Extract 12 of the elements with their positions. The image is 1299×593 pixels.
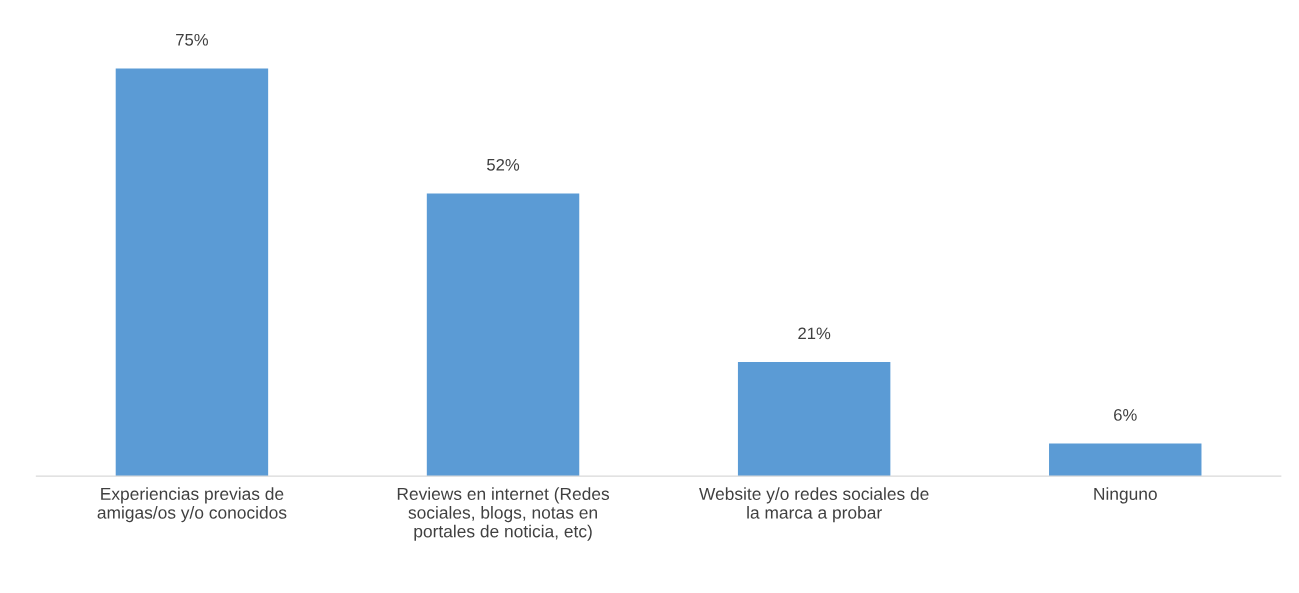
x-tick-label: Website y/o redes sociales de la marca a probar (699, 487, 929, 523)
x-tick-label: Ninguno (1094, 487, 1157, 504)
data-label: 52% (487, 158, 520, 171)
x-tick-label: Experiencias previas de amigas/os y/o conocidos (97, 487, 287, 523)
bar (1049, 443, 1202, 477)
data-label: 75% (176, 33, 209, 46)
data-label: 6% (1114, 409, 1137, 421)
bar (115, 68, 269, 477)
x-tick-label: Reviews en internet (Redes sociales, blogs, notas en portales de noticia, etc) (397, 487, 610, 541)
bar (737, 362, 891, 477)
data-label: 21% (798, 327, 831, 340)
bar (426, 193, 580, 477)
